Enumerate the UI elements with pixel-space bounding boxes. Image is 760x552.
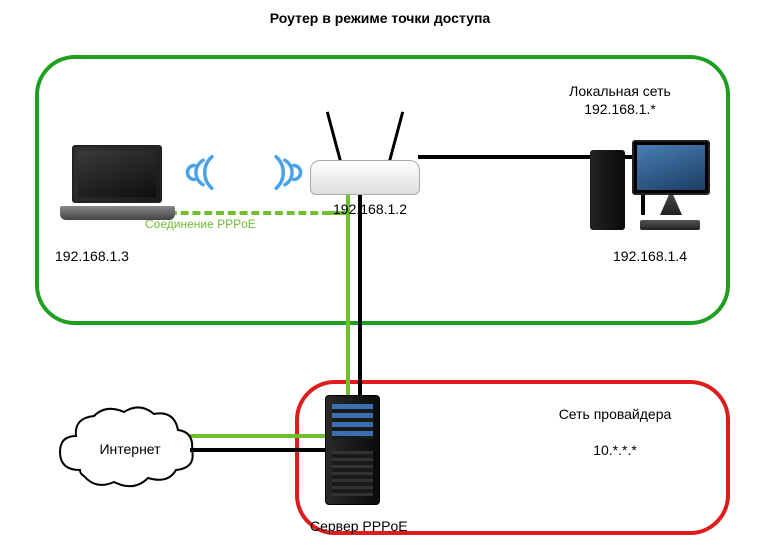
internet-label: Интернет [90, 440, 170, 458]
link-router-server-v [358, 192, 362, 397]
provider-net-label: Сеть провайдера 10.*.*.* [530, 405, 700, 460]
server-label: Сервер PPPoE [310, 517, 440, 535]
pc-ip: 192.168.1.4 [595, 247, 705, 265]
router-icon [310, 120, 420, 195]
wifi-icon-laptop [185, 155, 230, 190]
local-net-title: Локальная сеть [569, 83, 671, 99]
link-server-internet [190, 448, 330, 452]
local-net-subnet: 192.168.1.* [584, 101, 656, 117]
laptop-icon [60, 145, 175, 220]
diagram-title: Роутер в режиме точки доступа [0, 10, 760, 26]
provider-net-title: Сеть провайдера [559, 406, 672, 422]
provider-net-subnet: 10.*.*.* [593, 442, 637, 458]
local-net-label: Локальная сеть 192.168.1.* [540, 82, 700, 118]
router-ip: 192.168.1.2 [320, 200, 420, 218]
desktop-pc-icon [590, 140, 710, 230]
laptop-ip: 192.168.1.3 [55, 247, 165, 265]
wifi-icon-router [258, 155, 303, 190]
server-icon [325, 395, 380, 505]
